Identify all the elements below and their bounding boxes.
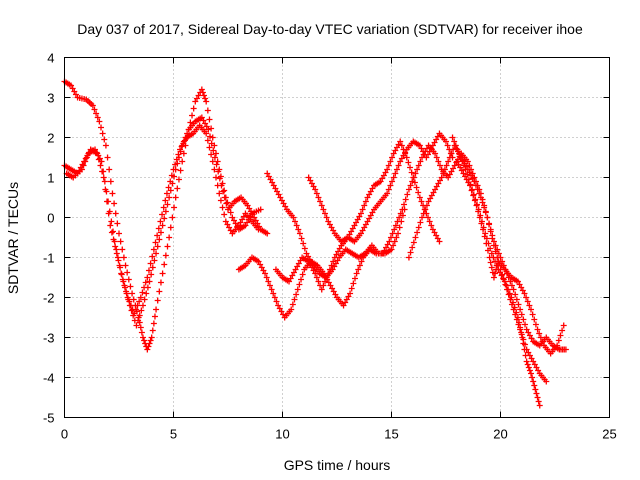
y-tick-label: 3 [47, 91, 54, 106]
y-tick-label: -4 [43, 371, 55, 386]
plot-frame [64, 57, 610, 418]
data-point-marks [63, 122, 262, 317]
y-tick-label: -2 [43, 291, 55, 306]
y-tick-label: 2 [47, 131, 54, 146]
x-tick-label: 15 [384, 427, 398, 442]
y-tick-label: 4 [47, 51, 54, 66]
series-track-11 [453, 158, 567, 357]
data-point-marks [235, 246, 380, 321]
y-tick-label: 1 [47, 171, 54, 186]
data-points [61, 78, 569, 409]
series-track-2 [61, 114, 271, 329]
y-tick-label: 0 [47, 211, 54, 226]
data-point-marks [453, 158, 567, 357]
x-tick-label: 10 [275, 427, 289, 442]
series-track-7 [272, 130, 456, 293]
y-tick-labels: -5 -4 -3 -2 -1 0 1 2 3 4 [43, 51, 55, 426]
series-track-3 [63, 122, 262, 317]
series-track-4 [235, 246, 380, 321]
y-tick-label: -3 [43, 331, 55, 346]
x-tick-label: 20 [493, 427, 507, 442]
data-point-marks [264, 170, 408, 281]
x-tick-label: 0 [61, 427, 68, 442]
data-point-marks [272, 130, 456, 293]
y-axis-label: SDTVAR / TECUs [5, 182, 21, 294]
data-point-marks [61, 114, 271, 329]
x-tick-labels: 0 5 10 15 20 25 [61, 427, 617, 442]
series-track-5 [264, 170, 408, 281]
y-tick-label: -1 [43, 251, 55, 266]
chart-title: Day 037 of 2017, Sidereal Day-to-day VTE… [77, 21, 583, 37]
x-tick-label: 5 [170, 427, 177, 442]
x-tick-label: 25 [602, 427, 616, 442]
y-tick-label: -5 [43, 411, 55, 426]
x-axis-label: GPS time / hours [284, 457, 391, 473]
